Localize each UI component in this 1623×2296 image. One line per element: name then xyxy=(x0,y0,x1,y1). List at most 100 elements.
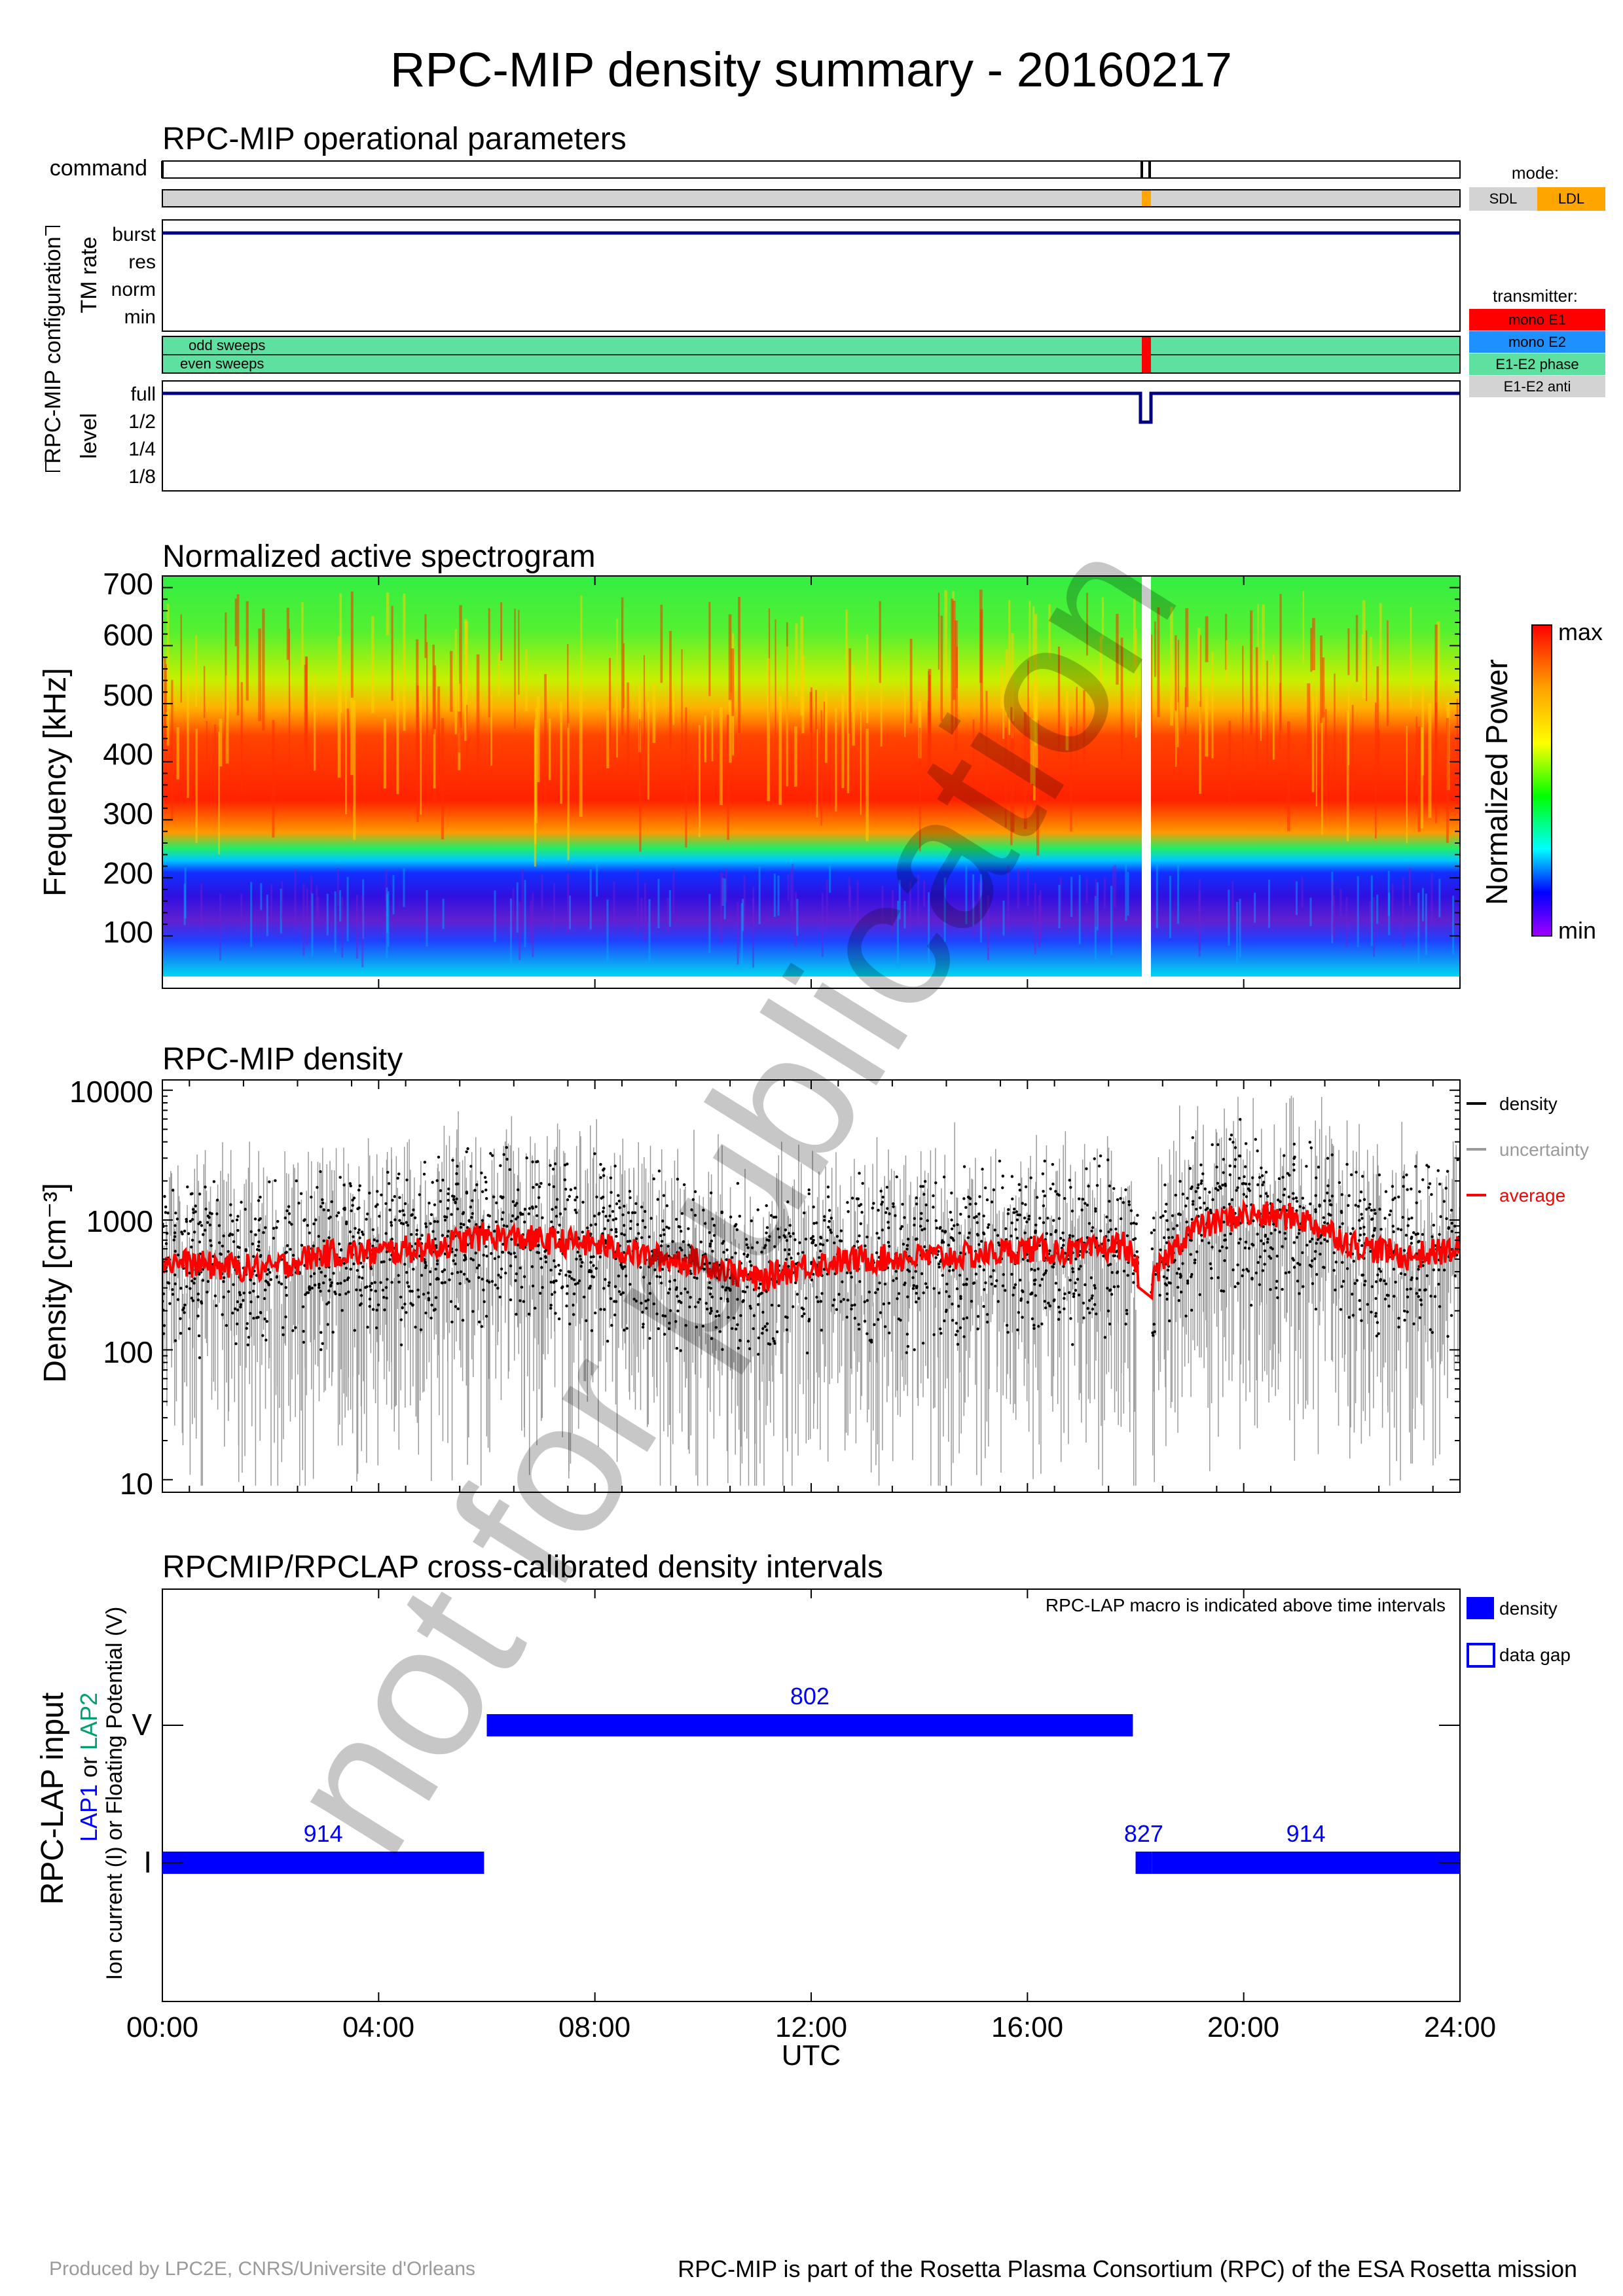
density-point xyxy=(693,1190,697,1193)
density-point xyxy=(1349,1232,1353,1236)
density-point xyxy=(474,1251,477,1255)
level-box xyxy=(162,380,1461,492)
density-point xyxy=(1264,1192,1268,1195)
density-point xyxy=(1012,1293,1015,1297)
density-point xyxy=(505,1225,509,1228)
density-point xyxy=(1243,1175,1246,1178)
density-point xyxy=(1051,1162,1055,1166)
density-point xyxy=(850,1276,853,1279)
density-point xyxy=(201,1279,205,1282)
density-point xyxy=(923,1179,927,1183)
density-point xyxy=(252,1289,255,1293)
density-point xyxy=(1206,1206,1209,1210)
density-point xyxy=(937,1262,941,1266)
density-point xyxy=(1158,1293,1161,1297)
density-point xyxy=(841,1280,844,1283)
density-point xyxy=(459,1222,463,1226)
transmitter-title: transmitter: xyxy=(1493,286,1578,306)
density-point xyxy=(1330,1203,1333,1207)
density-point xyxy=(556,1230,560,1234)
density-point xyxy=(1228,1138,1232,1141)
density-point xyxy=(429,1316,433,1319)
density-point xyxy=(236,1308,240,1312)
density-point xyxy=(792,1232,795,1235)
density-point xyxy=(384,1285,388,1289)
density-point xyxy=(1011,1197,1014,1201)
density-point xyxy=(913,1223,916,1227)
density-point xyxy=(484,1180,488,1184)
density-point xyxy=(1362,1198,1366,1201)
density-point xyxy=(406,1223,410,1227)
spec-ytick-500: 500 xyxy=(103,678,153,712)
density-point xyxy=(173,1235,177,1238)
density-ytick-10: 10 xyxy=(120,1467,153,1501)
density-point xyxy=(1203,1202,1206,1205)
density-point xyxy=(905,1244,909,1247)
density-point xyxy=(1360,1213,1363,1216)
spec-ytick-200: 200 xyxy=(103,856,153,890)
density-point xyxy=(1052,1219,1055,1222)
density-point xyxy=(239,1305,242,1309)
density-point xyxy=(1224,1238,1228,1242)
density-point xyxy=(708,1242,712,1246)
density-point xyxy=(338,1242,341,1246)
density-point xyxy=(399,1318,403,1321)
density-point xyxy=(783,1248,787,1251)
legend-interval-density-label: density xyxy=(1499,1598,1558,1619)
density-point xyxy=(827,1225,830,1229)
density-point xyxy=(532,1186,535,1189)
density-point xyxy=(1040,1278,1044,1281)
density-point xyxy=(227,1249,230,1253)
density-point xyxy=(730,1256,734,1259)
density-point xyxy=(1369,1249,1372,1253)
density-point xyxy=(947,1244,951,1247)
density-point xyxy=(768,1235,771,1238)
density-point xyxy=(527,1312,531,1316)
density-point xyxy=(1374,1280,1378,1283)
density-point xyxy=(922,1291,925,1295)
density-point xyxy=(501,1195,505,1199)
density-point xyxy=(750,1219,753,1223)
density-point xyxy=(390,1221,393,1224)
density-point xyxy=(886,1207,889,1210)
density-point xyxy=(257,1199,261,1202)
density-point xyxy=(850,1307,853,1311)
density-point xyxy=(1153,1330,1156,1333)
density-point xyxy=(348,1182,352,1185)
density-point xyxy=(1177,1267,1180,1270)
density-point xyxy=(689,1272,693,1276)
density-point xyxy=(191,1279,194,1283)
density-point xyxy=(321,1198,324,1202)
config-bracket xyxy=(45,226,60,236)
density-point xyxy=(302,1329,305,1333)
density-point xyxy=(1326,1184,1330,1187)
density-point xyxy=(677,1300,681,1303)
density-point xyxy=(319,1348,323,1352)
density-point xyxy=(1110,1293,1114,1296)
density-point xyxy=(507,1251,511,1255)
density-point xyxy=(1190,1217,1194,1221)
density-point xyxy=(1015,1236,1019,1240)
density-point xyxy=(1124,1322,1127,1326)
density-point xyxy=(484,1197,488,1200)
density-point xyxy=(648,1282,651,1285)
density-point xyxy=(388,1258,392,1261)
density-point xyxy=(964,1283,968,1286)
density-point xyxy=(179,1332,183,1335)
density-point xyxy=(1175,1224,1179,1227)
density-point xyxy=(661,1268,665,1271)
density-point xyxy=(1091,1307,1095,1311)
density-point xyxy=(594,1266,598,1270)
density-point xyxy=(1072,1295,1076,1299)
density-point xyxy=(318,1285,321,1289)
density-point xyxy=(818,1242,822,1246)
density-point xyxy=(599,1162,602,1166)
density-point xyxy=(604,1215,608,1218)
density-point xyxy=(328,1278,332,1282)
density-point xyxy=(429,1270,432,1274)
density-point xyxy=(555,1279,558,1283)
density-point xyxy=(285,1209,289,1213)
density-point xyxy=(1248,1182,1251,1186)
density-point xyxy=(1362,1232,1366,1236)
density-point xyxy=(225,1324,228,1327)
